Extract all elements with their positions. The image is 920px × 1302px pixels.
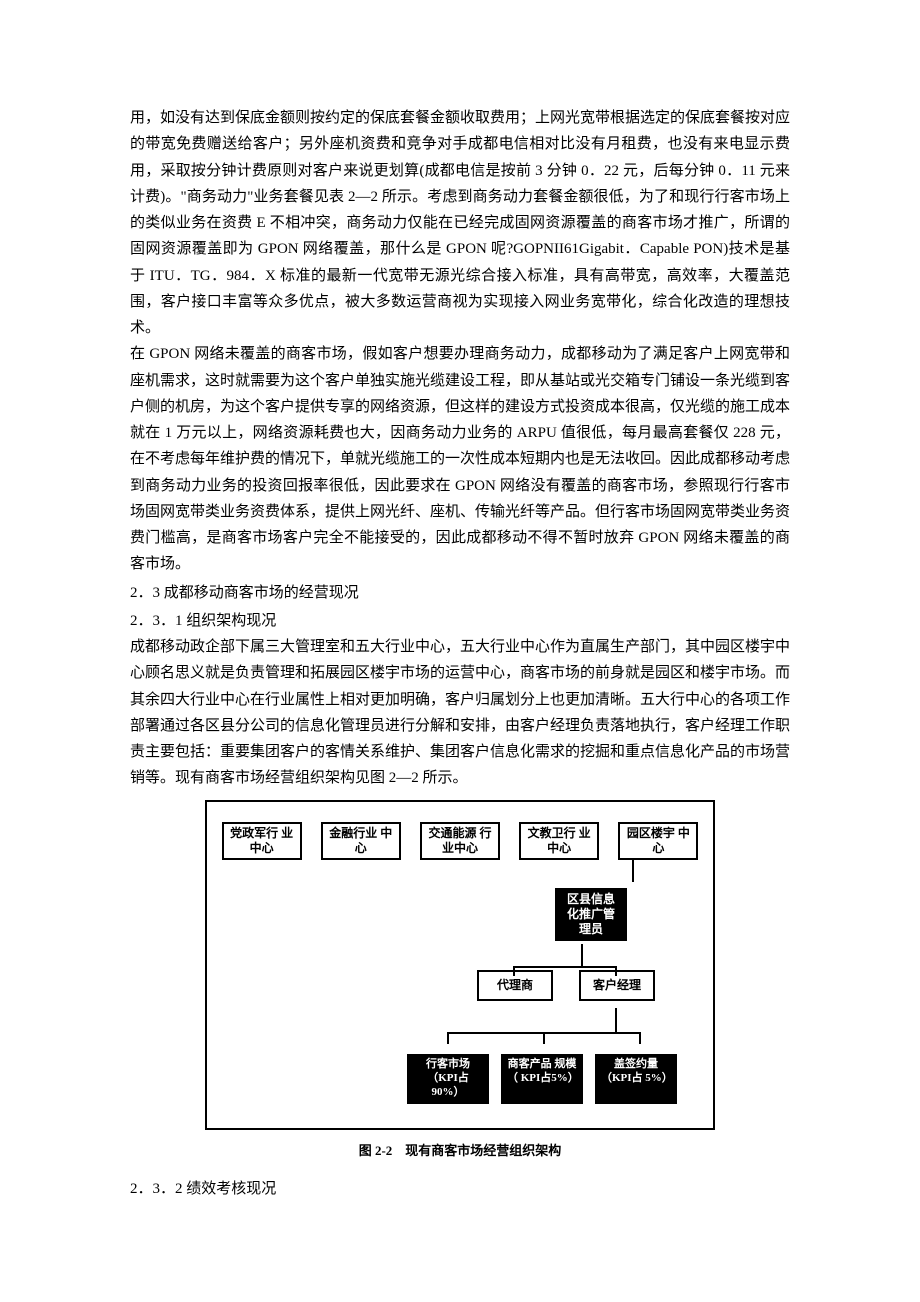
node-wenjiaowei: 文教卫行 业中心 (519, 822, 599, 860)
connector (615, 966, 617, 976)
connector (447, 1032, 449, 1044)
connector (639, 1032, 641, 1044)
connector (615, 1008, 617, 1034)
node-dangzhengjun: 党政军行 业中心 (222, 822, 302, 860)
heading-2-3-2: 2．3．2 绩效考核现况 (130, 1176, 790, 1202)
node-kehujingli: 客户经理 (579, 970, 655, 1001)
connector (513, 966, 617, 968)
org-agent-row: 代理商 客户经理 (477, 970, 655, 1001)
node-quxian-manager: 区县信息 化推广管 理员 (555, 888, 627, 941)
node-jiaotong: 交通能源 行业中心 (420, 822, 500, 860)
paragraph-3: 成都移动政企部下属三大管理室和五大行业中心，五大行业中心作为直属生产部门，其中园… (130, 634, 790, 792)
figure-caption: 图 2-2 现有商客市场经营组织架构 (205, 1140, 715, 1163)
node-jinrong: 金融行业 中心 (321, 822, 401, 860)
paragraph-1: 用，如没有达到保底金额则按约定的保底套餐金额收取费用；上网光宽带根据选定的保底套… (130, 105, 790, 341)
org-top-row: 党政军行 业中心 金融行业 中心 交通能源 行业中心 文教卫行 业中心 园区楼宇… (215, 822, 705, 860)
connector (543, 1032, 545, 1044)
connector (632, 858, 634, 882)
connector (513, 966, 515, 976)
paragraph-2: 在 GPON 网络未覆盖的商客市场，假如客户想要办理商务动力，成都移动为了满足客… (130, 341, 790, 577)
org-chart-diagram: 党政军行 业中心 金融行业 中心 交通能源 行业中心 文教卫行 业中心 园区楼宇… (205, 800, 715, 1130)
figure-2-2: 党政军行 业中心 金融行业 中心 交通能源 行业中心 文教卫行 业中心 园区楼宇… (205, 800, 715, 1163)
connector (581, 944, 583, 968)
org-bottom-row: 行客市场 （KPI占 90%） 商客产品 规模（ KPI占5%） 盖签约量 （K… (407, 1054, 677, 1103)
heading-2-3-1: 2．3．1 组织架构现况 (130, 608, 790, 634)
heading-2-3: 2．3 成都移动商客市场的经营现况 (130, 580, 790, 606)
node-shangke-kpi: 商客产品 规模（ KPI占5%） (501, 1054, 583, 1103)
node-dailishang: 代理商 (477, 970, 553, 1001)
node-xingke-kpi: 行客市场 （KPI占 90%） (407, 1054, 489, 1103)
node-gaiqian-kpi: 盖签约量 （KPI占 5%） (595, 1054, 677, 1103)
node-yuanqu: 园区楼宇 中心 (618, 822, 698, 860)
